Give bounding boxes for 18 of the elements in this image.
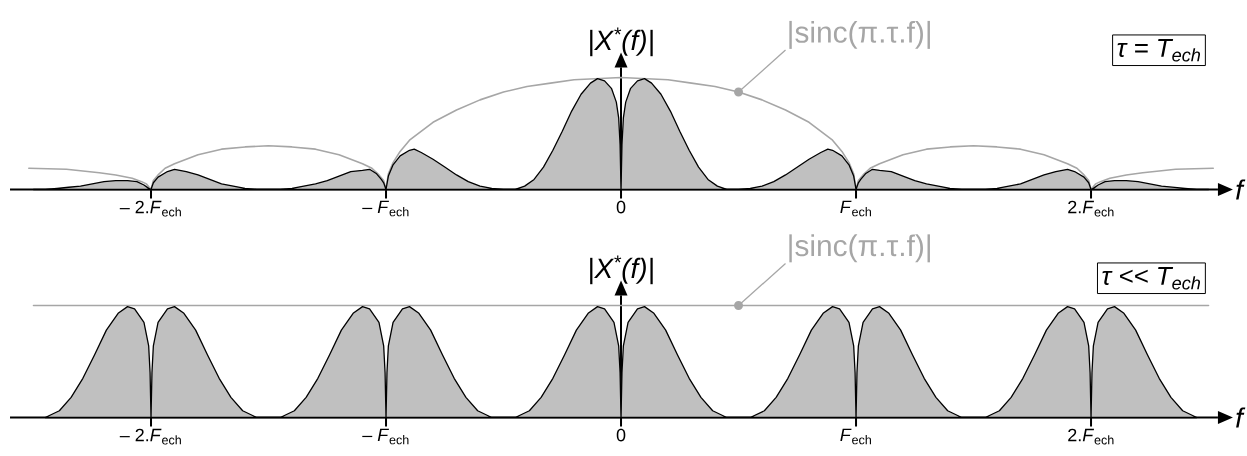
x-tick-label: 0	[616, 428, 626, 442]
x-tick-label: 2.F$_{ech}$	[1068, 200, 1114, 217]
x-tick-label: F$_{ech}$	[840, 200, 871, 217]
text: τ << T$_{ech}$	[1102, 266, 1201, 290]
x-tick-label: – F$_{ech}$	[362, 200, 409, 217]
y-axis-title: |X$^{*}$(f)|	[590, 27, 653, 57]
x-tick-label: – 2.F$_{ech}$	[119, 428, 181, 445]
x-tick-label: – F$_{ech}$	[362, 428, 409, 445]
x-axis-title: f	[1236, 407, 1246, 428]
x-axis-title: f	[1236, 179, 1246, 200]
y-axis-title: |X$^{*}$(f)|	[590, 255, 653, 285]
annotation: |sinc(π.τ.f)|	[789, 234, 930, 263]
x-tick-label: F$_{ech}$	[840, 428, 871, 445]
annotation: |sinc(π.τ.f)|	[789, 20, 930, 49]
x-tick-label: – 2.F$_{ech}$	[119, 200, 181, 217]
text: τ = T$_{ech}$	[1117, 38, 1201, 62]
x-tick-label: 2.F$_{ech}$	[1068, 428, 1114, 445]
x-tick-label: 0	[616, 200, 626, 214]
